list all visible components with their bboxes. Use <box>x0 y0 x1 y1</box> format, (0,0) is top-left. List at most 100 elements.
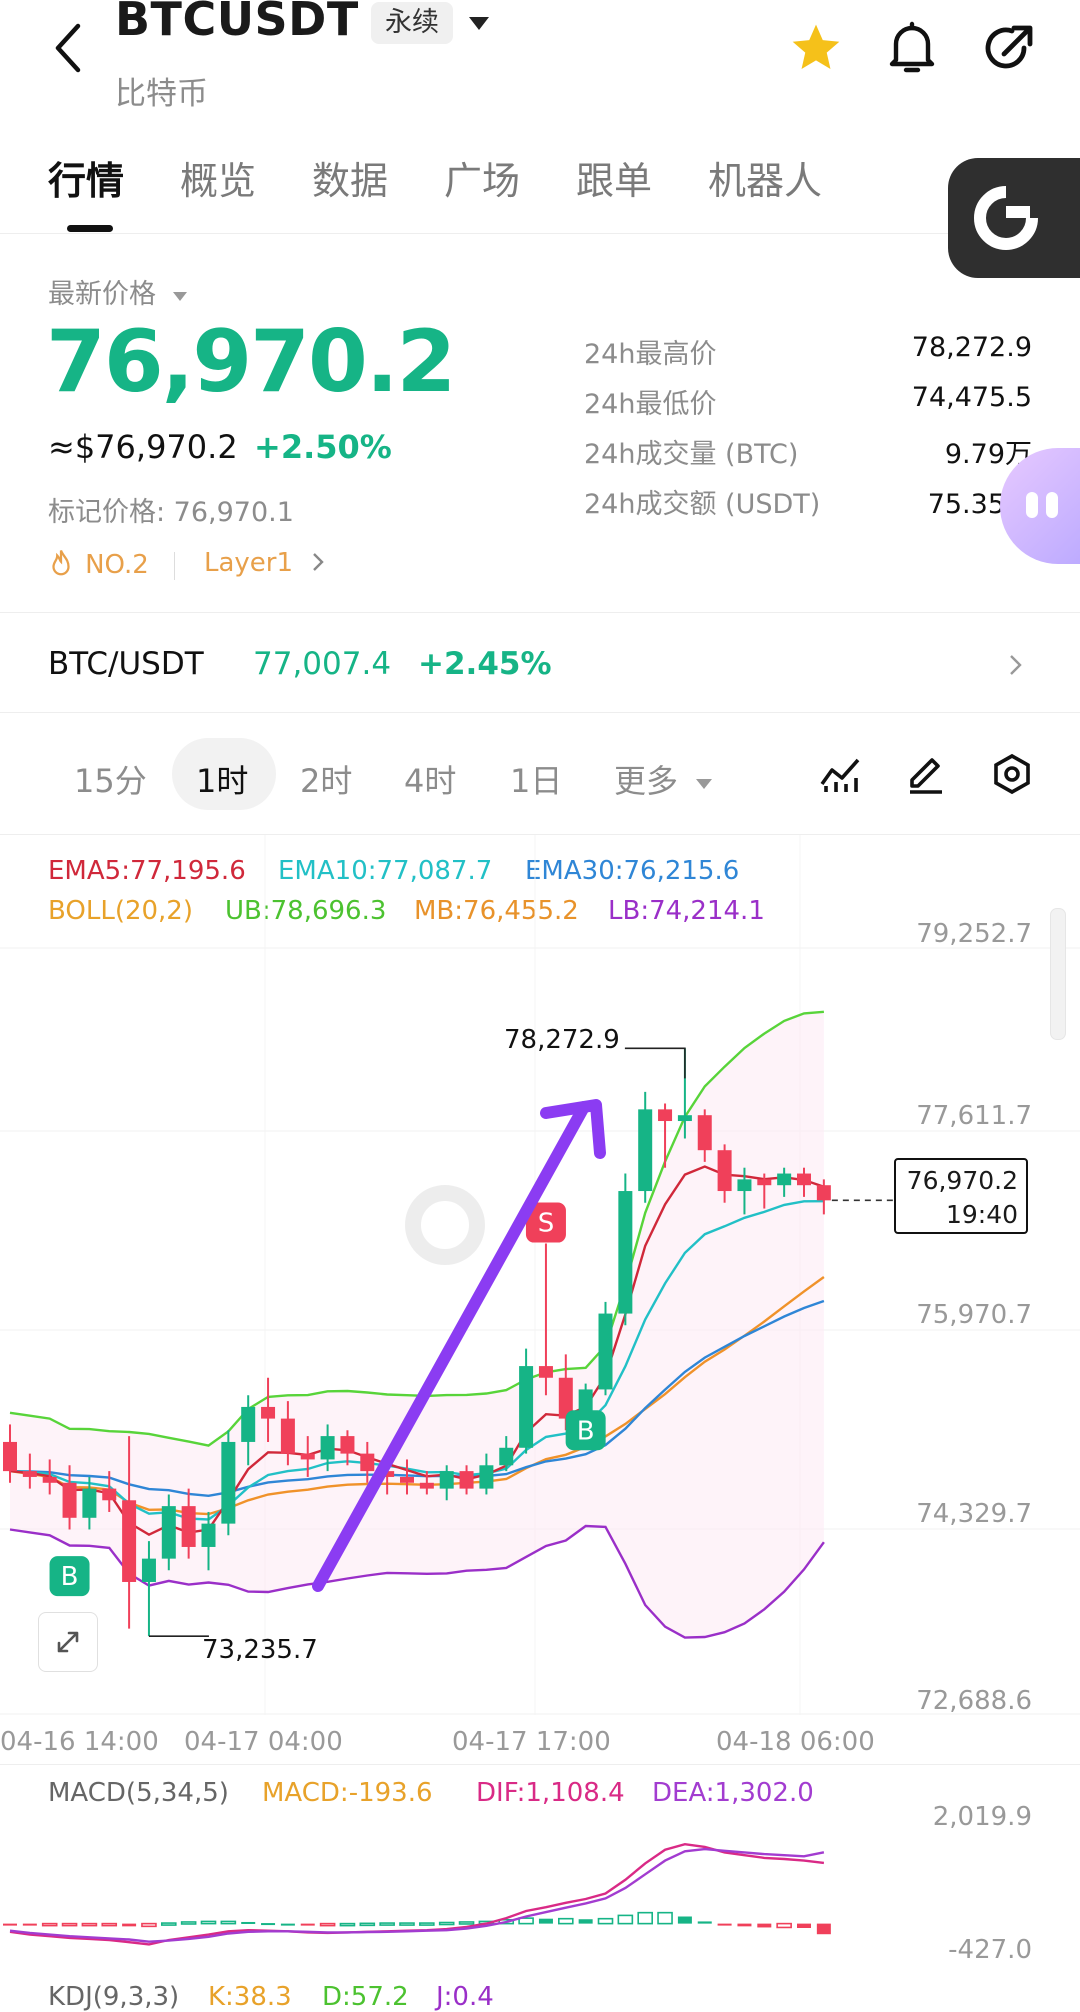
candle <box>141 1541 156 1637</box>
y-tick-label: 75,970.7 <box>916 1300 1032 1330</box>
pair-title[interactable]: BTCUSDT <box>115 0 359 46</box>
chart-scrollbar[interactable] <box>1050 908 1066 1040</box>
macd-histogram-bar <box>200 1920 217 1925</box>
tab-overview[interactable]: 概览 <box>180 159 257 203</box>
rank-tag[interactable]: NO.2 <box>48 548 149 580</box>
boll-mb-legend: MB:76,455.2 <box>414 896 579 926</box>
macd-histogram-bar <box>61 1922 78 1927</box>
macd-histogram-bar <box>3 1923 17 1926</box>
candle-body <box>22 1471 37 1477</box>
macd-chart[interactable] <box>0 1780 1080 1980</box>
candle <box>519 1348 534 1454</box>
contract-type-badge[interactable]: 永续 <box>371 2 453 44</box>
tab-square[interactable]: 广场 <box>444 159 521 203</box>
timeframe-15m[interactable]: 15分 <box>74 762 147 800</box>
timeframe-1h[interactable]: 1时 <box>196 762 249 800</box>
share-button[interactable] <box>980 18 1036 78</box>
dif-line <box>9 1842 825 1946</box>
indicators-button[interactable] <box>818 752 862 796</box>
candle <box>439 1465 454 1501</box>
macd-histogram-bar <box>359 1922 376 1927</box>
candle-body <box>538 1366 553 1378</box>
trade-marker-badge <box>565 1410 606 1451</box>
fullscreen-button[interactable] <box>38 1612 98 1672</box>
tab-copy-trading[interactable]: 跟单 <box>576 159 653 203</box>
stat-turnover-label: 24h成交额 (USDT) <box>584 489 821 520</box>
timeframe-2h[interactable]: 2时 <box>300 762 353 800</box>
tab-bots[interactable]: 机器人 <box>708 159 823 203</box>
macd-histogram-bar <box>220 1920 237 1925</box>
bollinger-band-fill <box>10 1011 824 1638</box>
macd-histogram-bar <box>180 1921 197 1925</box>
macd-histogram-bar <box>419 1922 435 1926</box>
chevron-right-icon <box>313 553 324 571</box>
share-icon <box>985 25 1033 69</box>
candle <box>122 1436 137 1629</box>
drawing-tool-button[interactable] <box>904 752 948 796</box>
spot-pair-name: BTC/USDT <box>48 646 204 682</box>
candle <box>82 1476 97 1530</box>
candle <box>400 1459 414 1495</box>
dea-line <box>9 1847 825 1943</box>
timeframe-more[interactable]: 更多 <box>614 756 714 802</box>
chat-bubble-icon <box>1026 492 1058 518</box>
timeframe-4h[interactable]: 4时 <box>404 762 457 800</box>
watermark-mark <box>405 1185 485 1265</box>
macd-histogram-bar <box>498 1918 515 1925</box>
current-price-time: 19:40 <box>945 1200 1018 1229</box>
candle <box>340 1430 355 1466</box>
pair-dropdown-button[interactable] <box>466 12 492 34</box>
candle <box>638 1091 653 1203</box>
candlestick-chart[interactable]: B S B <box>0 835 1080 1715</box>
tab-data[interactable]: 数据 <box>312 159 389 203</box>
boll-ub-legend: UB:78,696.3 <box>225 896 387 926</box>
candle <box>161 1494 176 1571</box>
timeframe-more-label: 更多 <box>614 762 679 800</box>
macd-y-tick: 2,019.9 <box>932 1802 1032 1832</box>
macd-histogram-bar <box>101 1922 118 1927</box>
macd-histogram-bar <box>161 1922 177 1926</box>
macd-histogram-bar <box>319 1922 336 1927</box>
pencil-icon <box>910 758 942 794</box>
caret-down-icon <box>172 292 187 301</box>
macd-histogram-bar <box>617 1914 634 1925</box>
kdj-params: KDJ(9,3,3) <box>48 1982 180 2012</box>
candle-body <box>677 1115 692 1122</box>
macd-histogram-bar <box>557 1917 574 1925</box>
macd-histogram-bar <box>697 1921 712 1924</box>
candle-body <box>697 1115 712 1151</box>
candle <box>320 1424 335 1472</box>
macd-histogram-bar <box>737 1923 752 1927</box>
favorite-button[interactable] <box>788 20 844 76</box>
chart-settings-button[interactable] <box>990 752 1034 796</box>
macd-histogram-bar <box>261 1923 276 1926</box>
candle <box>280 1401 295 1466</box>
candle-body <box>400 1476 414 1483</box>
stat-low-value: 74,475.5 <box>911 382 1032 413</box>
usd-price: ≈$76,970.2 <box>48 428 238 466</box>
kdj-k: K:38.3 <box>208 1982 292 2012</box>
star-icon <box>792 24 840 70</box>
candle-body <box>479 1465 494 1489</box>
chevron-left-icon <box>55 23 81 73</box>
timeframe-active-pill <box>172 738 276 810</box>
candle-body <box>320 1436 335 1460</box>
candle <box>42 1459 57 1495</box>
macd-histogram-bar <box>438 1921 455 1926</box>
candle-body <box>3 1441 17 1472</box>
back-button[interactable] <box>48 22 88 74</box>
tab-market[interactable]: 行情 <box>48 159 125 203</box>
candle-body <box>141 1558 156 1582</box>
candle <box>499 1436 514 1472</box>
macd-histogram-bar <box>300 1923 315 1926</box>
category-tag[interactable]: Layer1 <box>204 548 326 578</box>
price-alert-button[interactable] <box>884 18 940 78</box>
candle-body <box>618 1191 633 1314</box>
macd-histogram-bar <box>677 1916 692 1924</box>
macd-histogram-bar <box>141 1922 157 1928</box>
timeframe-1d[interactable]: 1日 <box>510 762 563 800</box>
macd-params: MACD(5,34,5) <box>48 1778 229 1808</box>
dif-value: DIF:1,108.4 <box>476 1778 625 1808</box>
latest-price-selector[interactable]: 最新价格 <box>48 272 189 311</box>
floating-assistant-button[interactable] <box>948 158 1080 278</box>
